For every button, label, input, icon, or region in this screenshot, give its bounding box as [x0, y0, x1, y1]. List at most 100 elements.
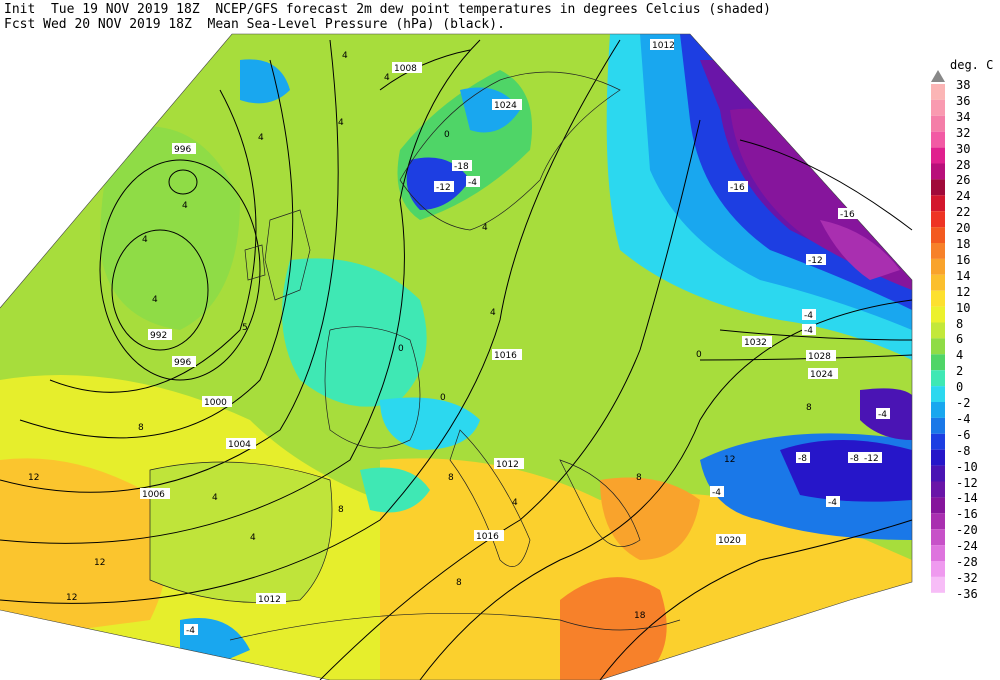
colorbar-arrow-icon: [931, 70, 945, 82]
svg-text:996: 996: [174, 358, 191, 368]
colorbar-level-label: 14: [956, 268, 971, 283]
value-label: -4: [712, 488, 721, 498]
isobar-label: 1008: [392, 62, 422, 74]
colorbar-swatch: [931, 84, 945, 100]
colorbar-swatch: [931, 449, 945, 466]
colorbar-swatch: [931, 386, 945, 402]
svg-text:1006: 1006: [142, 490, 165, 500]
value-label: -4: [468, 178, 477, 188]
colorbar-level-label: 10: [956, 300, 971, 315]
value-label: 4: [142, 235, 148, 245]
value-label: 4: [342, 51, 348, 61]
value-label: 0: [696, 350, 702, 360]
colorbar-swatch: [931, 465, 945, 482]
svg-text:1032: 1032: [744, 338, 767, 348]
colorbar-swatch: [931, 338, 945, 355]
colorbar-swatch: [931, 561, 945, 577]
colorbar-swatch: [931, 417, 945, 434]
colorbar-level-label: 2: [956, 364, 964, 379]
value-label: -4: [804, 311, 813, 321]
colorbar-level-label: 22: [956, 205, 971, 220]
colorbar-swatch: [931, 306, 945, 323]
value-label: -12: [808, 256, 823, 266]
colorbar-level-label: -20: [956, 523, 978, 538]
svg-text:1028: 1028: [808, 352, 831, 362]
colorbar-level-label: 38: [956, 78, 971, 92]
colorbar-level-label: -12: [956, 475, 978, 490]
colorbar-swatch: [931, 115, 945, 132]
value-label: -4: [828, 498, 837, 508]
svg-text:1004: 1004: [228, 440, 251, 450]
value-label: 8: [456, 578, 462, 588]
value-label: 12: [28, 473, 39, 483]
isobar-label: 1032: [742, 336, 772, 348]
svg-text:1000: 1000: [204, 398, 227, 408]
value-label: 4: [482, 223, 488, 233]
value-label: 4: [258, 133, 264, 143]
svg-text:1012: 1012: [496, 460, 519, 470]
isobar-label: 1000: [202, 396, 232, 408]
colorbar-level-label: -36: [956, 586, 978, 601]
colorbar-swatch: [931, 545, 945, 561]
value-label: -16: [730, 183, 745, 193]
colorbar-swatch: [931, 354, 945, 371]
value-label: 4: [338, 118, 344, 128]
colorbar-level-label: -24: [956, 539, 978, 554]
colorbar-swatch: [931, 290, 945, 307]
value-label: -8: [798, 454, 807, 464]
colorbar-swatch: [931, 322, 945, 339]
colorbar-swatch: [931, 227, 945, 243]
colorbar-swatch: [931, 179, 945, 196]
colorbar-swatch: [931, 99, 945, 116]
colorbar-swatch: [931, 433, 945, 450]
value-label: 8: [448, 473, 454, 483]
value-label: 4: [512, 498, 518, 508]
colorbar-level-label: 6: [956, 332, 964, 347]
colorbar-level-label: -6: [956, 427, 971, 442]
isobar-labels: 1008 1024 996 992 996 1000 1004 1006 101…: [140, 39, 838, 605]
svg-text:1020: 1020: [718, 536, 741, 546]
isobar-label: 1024: [492, 99, 522, 111]
colorbar-level-label: -2: [956, 396, 971, 410]
svg-text:1012: 1012: [258, 595, 281, 605]
isobar-label: 1012: [494, 458, 524, 470]
value-label: -12: [436, 183, 451, 193]
colorbar-level-label: 34: [956, 109, 971, 124]
svg-text:1016: 1016: [476, 532, 499, 542]
colorbar-level-label: 32: [956, 125, 971, 140]
value-label: 8: [338, 505, 344, 515]
value-label: 18: [634, 611, 646, 621]
value-label: 0: [440, 393, 446, 403]
isobar-label: 1028: [806, 350, 836, 362]
value-label: -4: [804, 326, 813, 336]
value-label: 12: [724, 455, 735, 465]
isobar-label: 1012: [256, 593, 286, 605]
header-line-1: Init Tue 19 NOV 2019 18Z NCEP/GFS foreca…: [4, 2, 772, 17]
isobar-label: 1004: [226, 438, 256, 450]
colorbar-level-label: 16: [956, 252, 971, 267]
isobar-label: 1016: [492, 349, 522, 361]
isobar-label: 1012: [650, 39, 675, 51]
isobar-label: 996: [172, 143, 196, 155]
value-label: 8: [636, 473, 642, 483]
map-domain-border: [0, 33, 913, 680]
colorbar-swatch: [931, 481, 945, 498]
value-label: 4: [490, 308, 496, 318]
isobars: [0, 39, 913, 680]
dewpoint-labels: 4 4 4 4 4 0 -12 -18 -4 4 4 4 4 5 0 0 0 8…: [28, 51, 890, 636]
colorbar-level-label: -16: [956, 507, 978, 522]
colorbar-level-label: 8: [956, 316, 964, 331]
colorbar-swatch: [931, 497, 945, 514]
value-label: 4: [152, 295, 158, 305]
colorbar-level-label: -32: [956, 570, 978, 585]
colorbar-swatch: [931, 211, 945, 228]
colorbar: [931, 70, 945, 593]
isobar-label: 1024: [808, 368, 838, 380]
svg-text:1024: 1024: [810, 370, 833, 380]
value-label: 0: [398, 344, 404, 354]
value-label: 8: [138, 423, 144, 433]
colorbar-swatch: [931, 274, 945, 291]
colorbar-level-label: 36: [956, 93, 971, 108]
coastlines: [149, 71, 681, 641]
